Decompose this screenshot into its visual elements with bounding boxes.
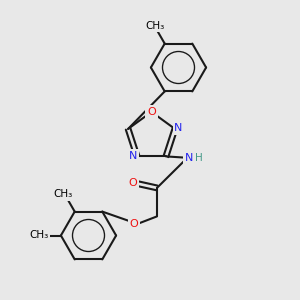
Text: O: O bbox=[129, 219, 138, 229]
Text: O: O bbox=[147, 107, 156, 117]
Text: N: N bbox=[174, 123, 183, 133]
Text: H: H bbox=[195, 153, 203, 163]
Text: CH₃: CH₃ bbox=[54, 189, 73, 199]
Text: N: N bbox=[129, 151, 138, 161]
Text: CH₃: CH₃ bbox=[145, 20, 164, 31]
Text: O: O bbox=[128, 178, 137, 188]
Text: CH₃: CH₃ bbox=[29, 230, 49, 241]
Text: N: N bbox=[185, 153, 193, 163]
